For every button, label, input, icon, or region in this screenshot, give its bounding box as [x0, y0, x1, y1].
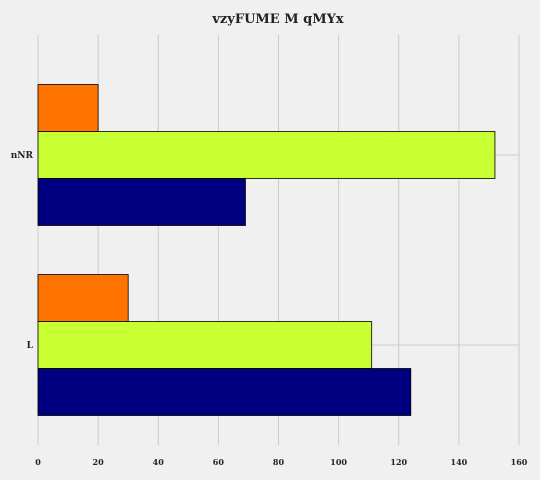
bars [37, 84, 496, 416]
x-axis-ticks: 0 20 40 60 80 100 120 140 160 [35, 457, 528, 467]
x-tick-label: 0 [35, 457, 41, 467]
x-tick-label: 140 [451, 457, 468, 467]
bar-L-series-2 [37, 321, 373, 369]
x-tick-label: 80 [273, 457, 285, 467]
x-tick-label: 160 [511, 457, 528, 467]
x-tick-label: 100 [330, 457, 347, 467]
category-label: nNR [11, 151, 34, 161]
x-tick-label: 40 [153, 457, 165, 467]
x-tick-label: 60 [213, 457, 225, 467]
category-label: L [27, 341, 34, 351]
y-axis-categories: nNR L [11, 151, 34, 351]
chart-title: vzyFUME M qMYx [211, 12, 344, 27]
bar-L-series-1 [37, 274, 129, 322]
bar-nNR-series-1 [37, 84, 99, 132]
x-tick-label: 120 [390, 457, 407, 467]
bar-nNR-series-3 [37, 178, 246, 226]
bar-L-series-3 [37, 368, 412, 416]
x-tick-label: 20 [93, 457, 105, 467]
bar-nNR-series-2 [37, 131, 496, 179]
